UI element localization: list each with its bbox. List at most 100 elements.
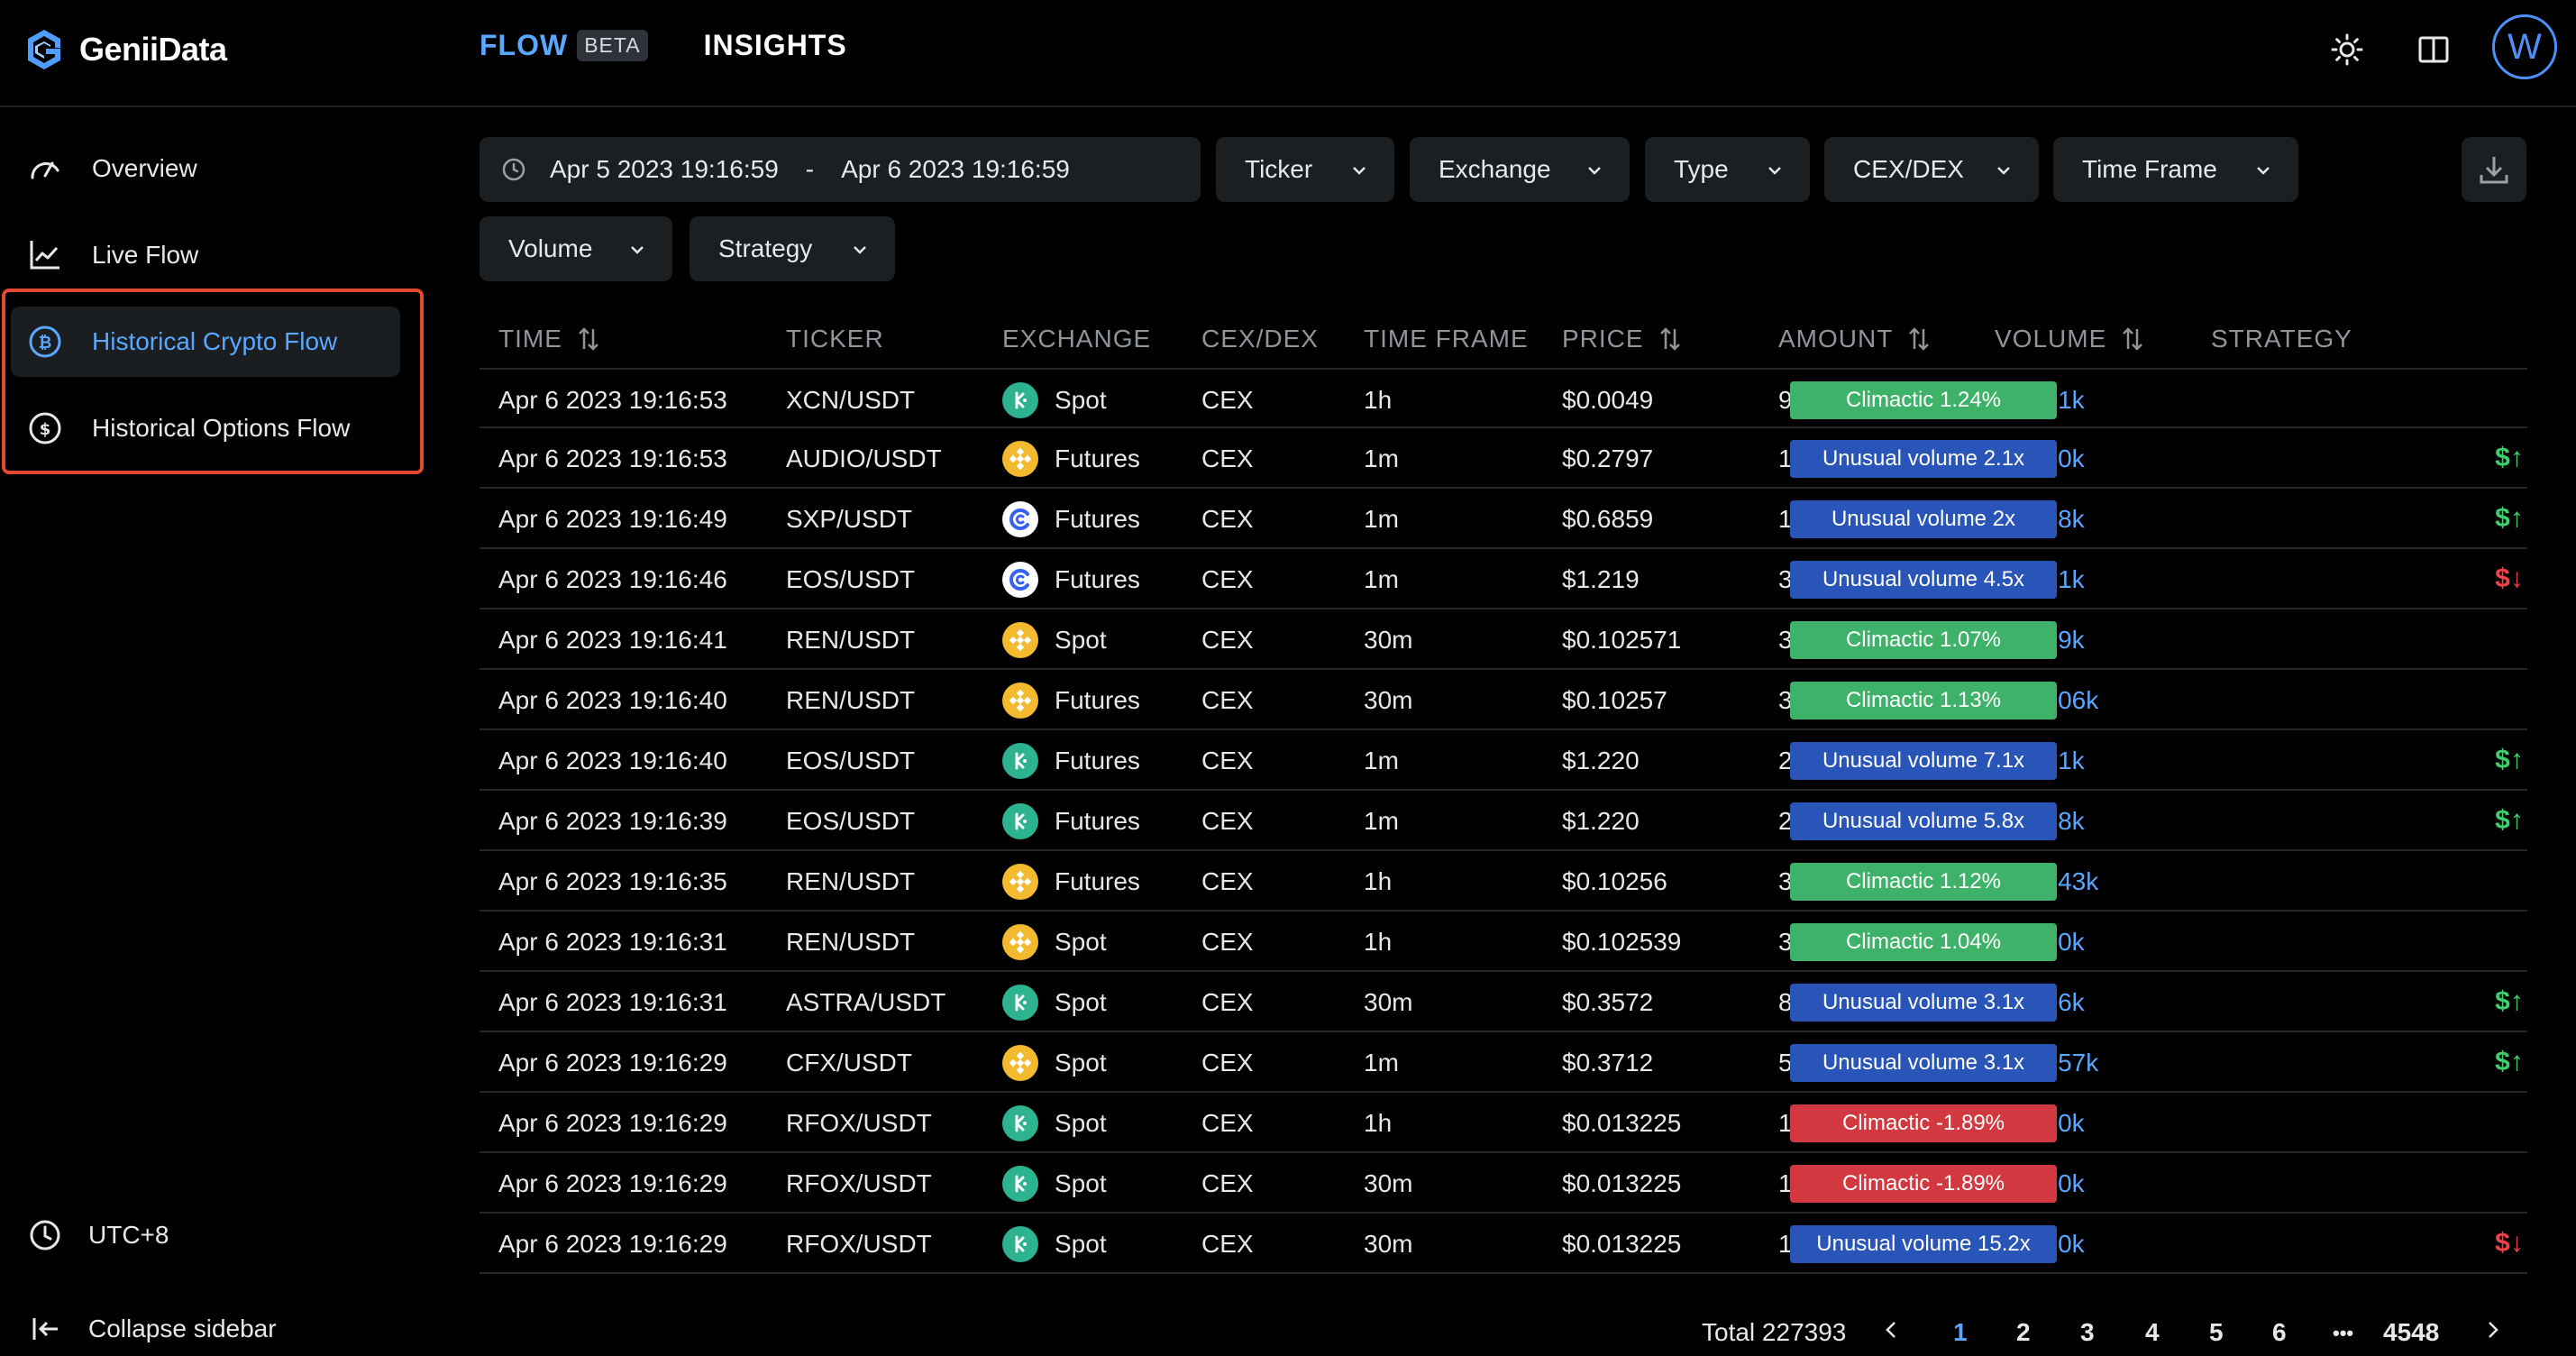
table-row[interactable]: Apr 6 2023 19:16:39 EOS/USDT Futures CEX 1m $… [480,791,2527,851]
sidebar-item-live-flow[interactable]: Live Flow [11,220,400,290]
table-row[interactable]: Apr 6 2023 19:16:31 REN/USDT Spot CEX 1h $0.1… [480,912,2527,972]
date-end[interactable]: Apr 6 2023 19:16:59 [841,155,1070,183]
table-row[interactable]: Apr 6 2023 19:16:35 REN/USDT Futures CEX 1h $… [480,851,2527,912]
table-row[interactable]: Apr 6 2023 19:16:40 REN/USDT Futures CEX 30m… [480,670,2527,730]
strategy-dropdown[interactable]: Strategy [690,216,895,281]
exchange-dropdown[interactable]: Exchange [1410,137,1630,202]
price-down-icon: $↓ [2495,1228,2524,1258]
theme-toggle-button[interactable] [2325,27,2370,72]
exchange-type: Spot [1055,625,1107,654]
download-button[interactable] [2462,137,2526,202]
table-row[interactable]: Apr 6 2023 19:16:40 EOS/USDT Futures CEX 1m $… [480,730,2527,791]
table-row[interactable]: Apr 6 2023 19:16:29 RFOX/USDT Spot CEX 1h $0.… [480,1093,2527,1153]
col-header-volume[interactable]: VOLUME [1995,325,2146,353]
kucoin-logo-icon [1002,1225,1038,1262]
cell-ticker: AUDIO/USDT [786,444,942,472]
cell-exchange: Futures [1002,730,1140,791]
col-header-price[interactable]: PRICE [1562,325,1684,353]
sidebar-item-historical-options-flow[interactable]: $ Historical Options Flow [11,393,400,463]
col-header-amount[interactable]: AMOUNT [1778,325,1932,353]
clock-icon [502,158,525,181]
table-row[interactable]: Apr 6 2023 19:16:29 CFX/USDT Spot CEX 1m $0.3… [480,1032,2527,1093]
sort-icon [1909,327,1930,351]
table-row[interactable]: Apr 6 2023 19:16:29 RFOX/USDT Spot CEX 30m $0… [480,1214,2527,1274]
exchange-type: Futures [1055,564,1140,593]
kucoin-logo-icon [1002,1104,1038,1141]
logo[interactable]: GeniiData [23,27,227,72]
cell-time: Apr 6 2023 19:16:29 [498,1048,727,1077]
cell-price: $0.10256 [1562,866,1667,895]
cell-price: $0.013225 [1562,1168,1682,1197]
cell-time: Apr 6 2023 19:16:29 [498,1168,727,1197]
cell-price: $1.219 [1562,564,1640,593]
svg-text:$: $ [40,420,51,439]
table-row[interactable]: Apr 6 2023 19:16:29 RFOX/USDT Spot CEX 30m $0… [480,1153,2527,1214]
col-header-label: PRICE [1562,325,1644,353]
col-header-ticker: TICKER [786,325,884,353]
docs-button[interactable] [2411,27,2456,72]
exchange-type: Spot [1055,385,1107,414]
kucoin-logo-icon [1002,381,1038,418]
coinex-logo-icon [1002,500,1038,537]
page-2[interactable]: 2 [2016,1318,2031,1346]
user-avatar[interactable]: W [2492,14,2557,79]
table-row[interactable]: Apr 6 2023 19:16:46 EOS/USDT Futures CEX 1m $… [480,549,2527,609]
volume-dropdown[interactable]: Volume [480,216,672,281]
strategy-badge: Climactic 1.04% [1790,923,2057,961]
sort-icon [1659,327,1680,351]
table-row[interactable]: Apr 6 2023 19:16:41 REN/USDT Spot CEX 30m $0.… [480,609,2527,670]
col-header-label: TIME [498,325,562,353]
cell-price: $0.102539 [1562,927,1682,956]
book-icon [2418,36,2449,63]
page-1[interactable]: 1 [1953,1318,1968,1346]
table-row[interactable]: Apr 6 2023 19:16:53 AUDIO/USDT Futures CEX 1… [480,428,2527,489]
cell-price: $0.102571 [1562,625,1682,654]
strategy-badge: Unusual volume 15.2x [1790,1225,2057,1263]
page-6[interactable]: 6 [2272,1318,2287,1346]
cell-ticker: REN/USDT [786,927,916,956]
sidebar-item-historical-crypto-flow[interactable]: ₿ Historical Crypto Flow [11,307,400,377]
timezone-selector[interactable]: UTC+8 [27,1217,169,1253]
col-header-time[interactable]: TIME [498,325,602,353]
timeframe-dropdown[interactable]: Time Frame [2053,137,2298,202]
next-page-button[interactable] [2484,1318,2502,1347]
bitcoin-coin-icon: ₿ [27,324,63,360]
collapse-sidebar-button[interactable]: Collapse sidebar [27,1311,277,1347]
cell-timeframe: 1h [1364,1108,1393,1137]
sidebar-item-overview[interactable]: Overview [11,133,400,204]
top-header: GeniiData FLOW BETA INSIGHTS W [0,0,2576,107]
cell-cexdex: CEX [1201,987,1254,1016]
timeframe-dropdown-label: Time Frame [2082,155,2217,183]
cell-timeframe: 1h [1364,385,1393,414]
nav-flow-tab[interactable]: FLOW [480,29,569,61]
ticker-dropdown[interactable]: Ticker [1216,137,1394,202]
cell-price: $0.013225 [1562,1108,1682,1137]
page-4[interactable]: 4 [2145,1318,2160,1346]
exchange-type: Futures [1055,504,1140,533]
geniidata-logo-icon [28,30,60,69]
nav-insights-tab[interactable]: INSIGHTS [703,29,847,61]
col-header-label: AMOUNT [1778,325,1894,353]
prev-page-button[interactable] [1882,1318,1900,1347]
page-3[interactable]: 3 [2080,1318,2095,1346]
table-row[interactable]: Apr 6 2023 19:16:49 SXP/USDT Futures CEX 1m $… [480,489,2527,549]
cell-timeframe: 1m [1364,564,1399,593]
date-range-picker[interactable]: Apr 5 2023 19:16:59 - Apr 6 2023 19:16:5… [480,137,1201,202]
date-start[interactable]: Apr 5 2023 19:16:59 [550,155,779,183]
pagination-ellipsis[interactable]: ••• [2333,1322,2354,1344]
binance-logo-icon [1002,621,1038,658]
collapse-label: Collapse sidebar [88,1315,277,1342]
cexdex-dropdown[interactable]: CEX/DEX [1824,137,2039,202]
type-dropdown[interactable]: Type [1645,137,1810,202]
page-last[interactable]: 4548 [2383,1318,2440,1346]
table-row[interactable]: Apr 6 2023 19:16:53 XCN/USDT Spot CEX 1h $0.0… [480,368,2527,428]
pagination-total: Total 227393 [1702,1318,1847,1346]
table-row[interactable]: Apr 6 2023 19:16:31 ASTRA/USDT Spot CEX 30m $… [480,972,2527,1032]
chevron-down-icon [2257,167,2270,175]
page-5[interactable]: 5 [2209,1318,2224,1346]
cell-timeframe: 1m [1364,504,1399,533]
cell-ticker: XCN/USDT [786,385,916,414]
cell-cexdex: CEX [1201,444,1254,472]
cell-time: Apr 6 2023 19:16:31 [498,987,727,1016]
cell-timeframe: 30m [1364,1229,1413,1258]
